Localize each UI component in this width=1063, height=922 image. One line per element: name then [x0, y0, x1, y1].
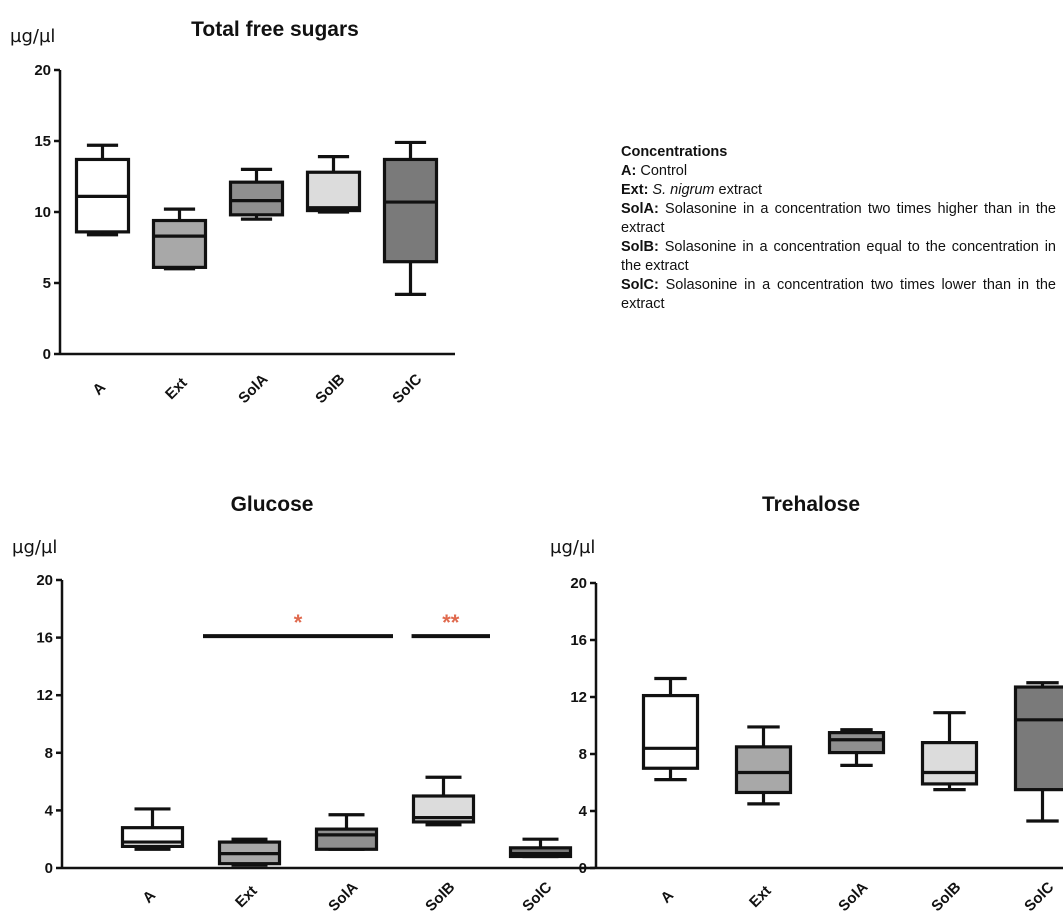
y-tick-label: 8 [45, 745, 53, 762]
category-label: A [89, 379, 109, 399]
category-label: Ext [746, 883, 775, 912]
box-iqr [314, 827, 379, 851]
y-tick-label: 20 [36, 572, 53, 589]
category-label: A [657, 887, 677, 907]
box-iqr [920, 740, 979, 786]
legend-item-sola: SolA: Solasonine in a concentration two … [621, 200, 1056, 238]
box-ext [734, 725, 793, 806]
legend-item-solc: SolC: Solasonine in a concentration two … [621, 276, 1056, 314]
trehalose-chart: Trehalose µg/µl 0 4 8 12 16 20 A Ext SolA SolB SolC [550, 493, 1063, 915]
chart-title: Glucose [231, 493, 314, 516]
category-label: SolC [1021, 879, 1057, 915]
y-tick-label: 16 [570, 632, 587, 649]
category-label: SolA [235, 371, 271, 407]
y-tick-label: 20 [34, 62, 51, 79]
concentrations-legend: Concentrations A: Control Ext: S. nigrum… [621, 143, 1056, 314]
legend-key: A: [621, 163, 637, 179]
legend-key: SolA: [621, 201, 659, 217]
legend-text: Solasonine in a concentration equal to t… [621, 239, 1056, 274]
y-tick-label: 10 [34, 204, 51, 221]
significance-label: ** [442, 610, 460, 635]
legend-text: Solasonine in a concentration two times … [621, 277, 1056, 312]
y-tick-label: 12 [570, 689, 587, 706]
box-iqr [827, 731, 886, 755]
box-solc [382, 140, 439, 296]
box-iqr [305, 170, 362, 213]
box-solb [920, 711, 979, 792]
box-iqr [151, 218, 208, 269]
y-tick-label: 4 [45, 802, 54, 819]
box-solc [1013, 681, 1063, 823]
category-label: SolC [519, 879, 555, 915]
box-ext [217, 837, 282, 867]
y-tick-label: 12 [36, 687, 53, 704]
legend-item-solb: SolB: Solasonine in a concentration equa… [621, 238, 1056, 276]
legend-text: Control [636, 163, 688, 179]
box-iqr [734, 745, 793, 795]
y-axis-unit: µg/µl [12, 537, 57, 558]
legend-key: Ext: [621, 182, 649, 198]
box-a [74, 143, 131, 237]
box-solb [305, 155, 362, 214]
category-label: SolB [928, 879, 964, 915]
category-label: SolA [325, 879, 361, 915]
legend-item-ext: Ext: S. nigrum extract [621, 181, 1056, 200]
legend-item-a: A: Control [621, 162, 1056, 181]
y-tick-label: 0 [579, 860, 587, 877]
legend-text: Solasonine in a concentration two times … [621, 201, 1056, 236]
y-axis-unit: µg/µl [10, 26, 55, 47]
box-iqr [228, 180, 285, 217]
box-a [641, 676, 700, 782]
category-label: Ext [162, 375, 191, 404]
box-solb [411, 775, 476, 827]
total-free-sugars-chart: Total free sugars µg/µl 0 5 10 15 20 A Ext SolA So… [10, 18, 455, 407]
category-label: SolB [422, 879, 458, 915]
legend-text: extract [714, 182, 763, 198]
legend-key: SolC: [621, 277, 659, 293]
legend-key: SolB: [621, 239, 659, 255]
category-label: SolC [389, 371, 425, 407]
y-tick-label: 20 [570, 575, 587, 592]
category-label: SolB [312, 371, 348, 407]
box-iqr [641, 693, 700, 770]
legend-italic: S. nigrum [648, 182, 715, 198]
y-tick-label: 16 [36, 630, 53, 647]
box-iqr [382, 157, 439, 264]
box-sola [827, 728, 886, 768]
significance-label: * [294, 610, 303, 635]
y-tick-label: 5 [43, 275, 51, 292]
category-label: A [139, 887, 159, 907]
chart-title: Trehalose [762, 493, 860, 516]
y-axis-unit: µg/µl [550, 537, 595, 558]
y-tick-label: 15 [34, 133, 51, 150]
y-tick-label: 0 [45, 860, 53, 877]
y-tick-label: 0 [43, 346, 51, 363]
box-iqr [1013, 685, 1063, 792]
box-sola [228, 167, 285, 221]
y-tick-label: 8 [579, 746, 587, 763]
legend-title: Concentrations [621, 144, 728, 160]
category-label: Ext [232, 883, 261, 912]
chart-title: Total free sugars [191, 18, 359, 41]
category-label: SolA [835, 879, 871, 915]
box-ext [151, 207, 208, 271]
y-tick-label: 4 [579, 803, 588, 820]
box-solc [508, 837, 573, 859]
box-a [120, 807, 185, 851]
box-sola [314, 813, 379, 851]
